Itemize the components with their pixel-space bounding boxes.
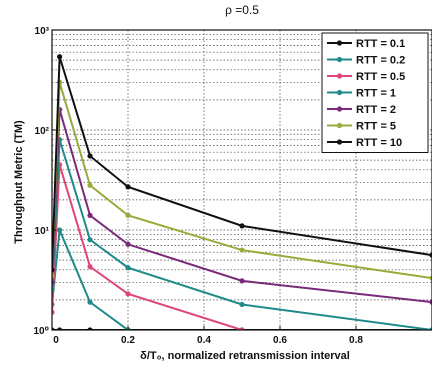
y-ticks: 10⁰ 10¹ 10² 10³ (33, 26, 56, 337)
y-tick-label: 10² (35, 126, 50, 137)
plot-frame (51, 29, 432, 331)
data-point (87, 264, 93, 270)
legend-label: RTT = 0.5 (356, 71, 405, 83)
legend-item: RTT = 2 (327, 104, 396, 116)
series-line (52, 139, 432, 330)
data-point (429, 275, 432, 281)
legend-item: RTT = 0.1 (327, 38, 405, 50)
x-tick-label: 0.8 (349, 335, 363, 346)
legend-item: RTT = 0.2 (327, 55, 405, 67)
legend-label: RTT = 0.2 (356, 55, 405, 67)
y-tick-label: 10¹ (35, 226, 50, 237)
grid (51, 30, 432, 331)
x-tick-label: 0.4 (197, 335, 211, 346)
legend-item: RTT = 5 (327, 121, 396, 133)
x-axis-label: δ/T₀, normalized retransmission interval (140, 350, 350, 362)
series-line (52, 229, 129, 330)
data-point (52, 309, 55, 315)
legend-label: RTT = 5 (356, 121, 396, 133)
legend-swatch-marker (336, 40, 343, 46)
data-point (239, 301, 245, 308)
data-point (429, 299, 432, 305)
legend: RTT = 0.1 RTT = 0.2 RTT = 0.5 RTT = 1 RTT = … (321, 32, 429, 153)
data-point (239, 278, 245, 284)
y-axis-label: Throughput Metric (TM) (13, 120, 25, 244)
legend-item: RTT = 1 (327, 88, 396, 100)
legend-swatch-marker (336, 56, 343, 63)
x-tick-label: 0 (53, 335, 59, 346)
y-tick-label: 10³ (35, 26, 50, 37)
data-point (57, 227, 63, 233)
data-point (239, 327, 245, 330)
legend-label: RTT = 0.1 (356, 38, 405, 50)
x-ticks: 0 0.2 0.4 0.6 0.8 (51, 326, 363, 346)
data-point (239, 247, 245, 253)
legend-swatch-marker (336, 122, 343, 129)
legend-swatch-marker (336, 73, 343, 79)
data-point (52, 287, 55, 293)
legend-item: RTT = 10 (327, 137, 402, 149)
data-point (57, 327, 63, 330)
x-tick-label: 0.6 (273, 335, 287, 346)
legend-label: RTT = 1 (356, 88, 396, 100)
data-point (125, 241, 131, 247)
legend-label: RTT = 10 (356, 137, 402, 149)
data-point (87, 212, 93, 218)
data-point (52, 272, 55, 279)
y-tick-label: 10⁰ (33, 326, 49, 337)
legend-swatch-marker (336, 139, 343, 145)
data-point (87, 182, 93, 188)
x-tick-label: 0.2 (121, 335, 135, 346)
data-point (125, 184, 131, 190)
data-point (125, 212, 131, 218)
legend-swatch-marker (336, 106, 343, 112)
series-line (52, 56, 432, 270)
data-point (87, 237, 93, 243)
series-6 (52, 54, 432, 273)
data-point (87, 327, 93, 330)
data-point (52, 279, 55, 285)
data-point (239, 223, 245, 229)
series-layer (52, 54, 432, 330)
legend-swatch-marker (336, 89, 343, 96)
series-3 (52, 137, 432, 330)
data-point (52, 267, 55, 273)
data-point (52, 327, 55, 330)
data-point (125, 291, 131, 297)
data-point (87, 299, 93, 305)
data-point (87, 153, 93, 159)
legend-item: RTT = 0.5 (327, 71, 405, 83)
data-point (125, 265, 131, 271)
data-point (429, 327, 432, 330)
data-point (57, 54, 63, 60)
chart-title: ρ =0.5 (225, 3, 259, 17)
legend-label: RTT = 2 (356, 104, 396, 116)
data-point (429, 252, 432, 258)
series-1 (52, 227, 131, 330)
